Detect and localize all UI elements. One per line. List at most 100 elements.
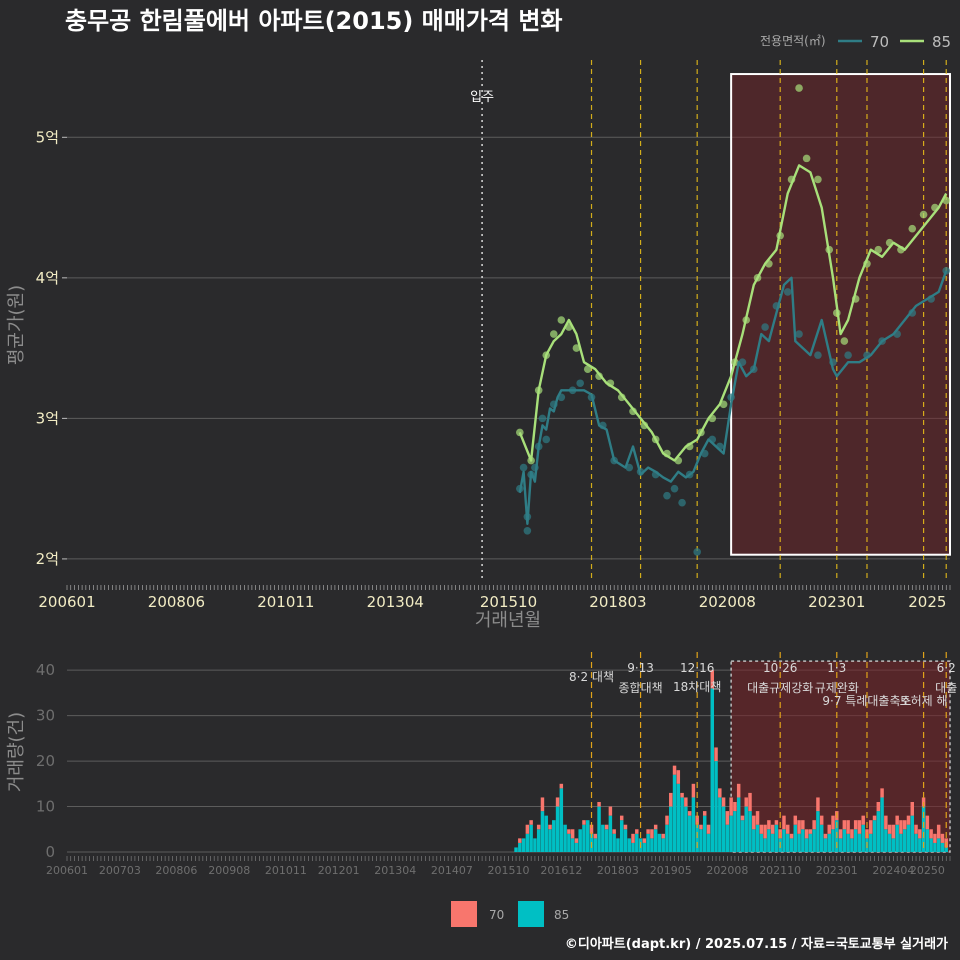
bar-85-106 — [914, 833, 918, 852]
bar-85-24 — [604, 829, 609, 852]
top-highlight-box — [730, 73, 952, 556]
bottom-x-tick-label-16: 20250 — [910, 864, 945, 877]
bar-70-96 — [876, 802, 881, 812]
bar-85-42 — [672, 774, 677, 852]
bar-85-108 — [921, 806, 926, 852]
top-policy-lines — [481, 60, 947, 580]
bar-85-78 — [808, 833, 813, 852]
bar-85-80 — [816, 811, 820, 852]
bar-85-23 — [601, 824, 605, 852]
bar-70-94 — [869, 820, 873, 834]
chart-title: 충무공 한림풀에버 아파트(2015) 매매가격 변화 — [65, 7, 563, 35]
bottom-legend: 70 85 — [451, 901, 569, 927]
bar-85-102 — [899, 833, 903, 852]
bar-70-79 — [812, 820, 816, 830]
bar-85-83 — [827, 833, 831, 852]
bar-85-4 — [529, 824, 533, 852]
bar-70-24 — [604, 824, 609, 830]
bar-70-69 — [774, 820, 779, 825]
bar-85-95 — [872, 820, 877, 852]
bar-85-92 — [861, 824, 865, 852]
series-line-70 — [518, 270, 948, 525]
bar-70-46 — [687, 811, 692, 816]
bar-85-5 — [533, 838, 537, 852]
bar-70-106 — [914, 824, 918, 834]
bottom-x-tick-label-13: 202110 — [759, 864, 801, 877]
bar-85-47 — [691, 797, 696, 852]
bar-85-26 — [612, 833, 616, 852]
bar-85-68 — [770, 833, 775, 852]
bar-85-86 — [838, 838, 843, 852]
bar-70-64 — [755, 811, 760, 825]
bar-85-21 — [593, 838, 598, 852]
top-x-axis-title: 거래년월 — [475, 610, 541, 631]
bar-70-76 — [801, 820, 805, 830]
bar-70-78 — [808, 829, 813, 834]
legend-title: 전용면적(㎡) — [760, 34, 826, 48]
bar-85-104 — [906, 824, 911, 852]
bar-85-103 — [902, 829, 907, 852]
bottom-y-tick-label-4: 40 — [36, 661, 55, 679]
bar-70-25 — [608, 806, 613, 816]
bar-70-3 — [525, 824, 530, 834]
bar-85-74 — [793, 824, 798, 852]
bar-70-102 — [899, 820, 903, 834]
bar-85-65 — [759, 833, 764, 852]
point-70-19 — [663, 491, 671, 500]
policy-label-bottom-0: 8·2 대책 — [569, 669, 614, 684]
top-x-tick-label-1: 200806 — [148, 593, 205, 611]
top-series — [516, 84, 951, 556]
bar-85-62 — [748, 811, 752, 852]
bar-70-107 — [918, 829, 922, 839]
bar-70-92 — [861, 815, 865, 825]
bar-70-48 — [695, 815, 699, 825]
bar-85-0 — [514, 847, 518, 852]
bottom-x-tick-label-3: 200908 — [208, 864, 250, 877]
bar-85-113 — [940, 842, 945, 852]
bar-85-59 — [736, 797, 741, 852]
bar-70-1 — [518, 838, 522, 843]
bar-85-49 — [699, 829, 703, 852]
bar-85-79 — [812, 829, 816, 852]
bar-70-31 — [631, 833, 635, 843]
bottom-bars — [514, 670, 948, 852]
legend-label-70: 70 — [870, 33, 889, 51]
bar-70-80 — [816, 797, 820, 812]
bar-85-96 — [876, 811, 881, 852]
top-x-tick-label-7: 202301 — [808, 593, 865, 611]
point-70-23 — [693, 548, 701, 556]
bar-70-51 — [706, 824, 711, 834]
bar-85-43 — [676, 783, 681, 852]
point-85-4 — [549, 330, 558, 338]
bar-85-10 — [552, 820, 556, 852]
bar-70-73 — [789, 833, 794, 839]
bar-85-31 — [631, 842, 635, 852]
bar-70-101 — [895, 815, 899, 825]
policy-label-top-4: 1·3 — [827, 661, 846, 675]
top-x-tick-label-4: 201510 — [480, 593, 537, 611]
bar-85-64 — [755, 824, 760, 852]
top-legend: 전용면적(㎡) 70 85 — [760, 33, 951, 51]
policy-label-bottom-5: 9·7 특례대출축소 — [822, 694, 911, 708]
move-in-label: 입주 — [470, 90, 494, 105]
bottom-x-tick-label-15: 202404 — [872, 864, 914, 877]
bar-70-9 — [548, 824, 552, 830]
bar-70-47 — [691, 783, 696, 798]
top-x-tick-label-0: 200601 — [38, 593, 95, 611]
bar-85-66 — [763, 838, 767, 852]
bar-70-14 — [567, 829, 571, 834]
policy-label-bottom-6: 토허제 해 — [900, 694, 948, 708]
bar-70-36 — [650, 829, 654, 839]
bar-85-84 — [831, 829, 835, 852]
bar-70-43 — [676, 770, 681, 784]
bar-70-28 — [619, 815, 624, 821]
bar-85-58 — [733, 811, 737, 852]
point-85-5 — [557, 316, 566, 324]
bottom-x-tick-label-8: 201510 — [488, 864, 530, 877]
bar-70-11 — [555, 797, 560, 807]
bar-85-40 — [665, 824, 669, 852]
bar-70-98 — [884, 815, 888, 830]
bar-70-72 — [786, 824, 790, 834]
bar-70-35 — [646, 829, 650, 834]
